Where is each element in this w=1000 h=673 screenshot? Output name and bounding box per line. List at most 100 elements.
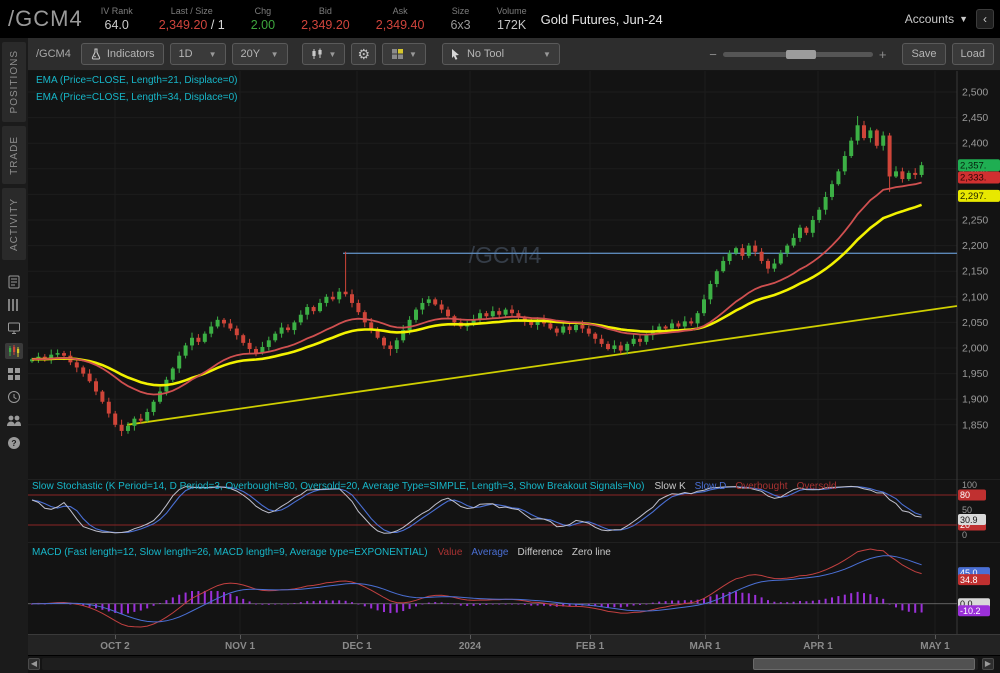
svg-text:2,400: 2,400 bbox=[962, 138, 988, 150]
instrument-description: Gold Futures, Jun-24 bbox=[541, 12, 663, 27]
quote-field-iv-rank: IV Rank64.0 bbox=[101, 6, 133, 32]
legend-overbought: Overbought bbox=[735, 481, 787, 492]
indicators-label: Indicators bbox=[107, 48, 155, 60]
svg-text:2,200: 2,200 bbox=[962, 240, 988, 252]
indicators-button[interactable]: Indicators bbox=[81, 43, 164, 65]
timeframe-value: 1D bbox=[179, 48, 193, 60]
quote-field-last-size: Last / Size2,349.20 / 1 bbox=[159, 6, 225, 32]
quote-field-label: Size bbox=[452, 6, 470, 16]
quote-field-value: 64.0 bbox=[105, 18, 129, 32]
chart-icon-active[interactable] bbox=[5, 343, 23, 359]
quote-field-ask: Ask2,349.40 bbox=[376, 6, 425, 32]
svg-text:-10.2: -10.2 bbox=[960, 606, 981, 616]
grid-layout-button[interactable]: ▼ bbox=[382, 43, 426, 65]
cursor-icon bbox=[451, 48, 461, 60]
timeframe-dropdown[interactable]: 1D ▼ bbox=[170, 43, 226, 65]
chevron-down-icon: ▼ bbox=[959, 14, 968, 24]
svg-text:1,850: 1,850 bbox=[962, 419, 988, 431]
chart-area: 2,5002,4502,4002,3502,3002,2502,2002,150… bbox=[28, 71, 1000, 673]
svg-text:100: 100 bbox=[962, 480, 977, 490]
grid-layout-icon bbox=[391, 48, 404, 60]
svg-text:?: ? bbox=[11, 438, 16, 448]
quote-field-value: 2,349.20 bbox=[301, 18, 350, 32]
scroll-right-button[interactable]: ▶ bbox=[982, 658, 994, 670]
grid-icon[interactable] bbox=[5, 366, 23, 382]
save-button[interactable]: Save bbox=[902, 43, 945, 65]
candlestick-icon bbox=[311, 48, 324, 60]
quote-fields: IV Rank64.0 Last / Size2,349.20 / 1 Chg2.0… bbox=[101, 6, 527, 32]
help-icon[interactable]: ? bbox=[5, 435, 23, 451]
time-tick bbox=[115, 635, 116, 639]
quote-field-bid: Bid 2,349.20 bbox=[301, 6, 350, 32]
collapse-panel-button[interactable]: ‹ bbox=[976, 9, 994, 29]
time-tick bbox=[240, 635, 241, 639]
time-tick-label-2024: 2024 bbox=[459, 641, 481, 652]
zoom-slider-thumb[interactable] bbox=[786, 50, 816, 59]
document-icon[interactable] bbox=[5, 274, 23, 290]
quote-bar: /GCM4 IV Rank64.0 Last / Size2,349.20 / 1… bbox=[0, 0, 1000, 38]
quote-field-label: Ask bbox=[393, 6, 408, 16]
monitor-icon[interactable] bbox=[5, 320, 23, 336]
quote-field-label: Chg bbox=[255, 6, 272, 16]
drawing-tool-dropdown[interactable]: No Tool ▼ bbox=[442, 43, 560, 65]
chart-toolbar: /GCM4 Indicators 1D ▼ 20Y ▼ ▼ ⚙ ▼ No Too… bbox=[28, 38, 1000, 71]
svg-text:2,297.: 2,297. bbox=[960, 191, 986, 202]
svg-text:2,150: 2,150 bbox=[962, 266, 988, 278]
time-tick bbox=[935, 635, 936, 639]
scroll-left-button[interactable]: ◀ bbox=[28, 658, 40, 670]
time-axis[interactable]: OCT 2NOV 1DEC 12024FEB 1MAR 1APR 1MAY 1 bbox=[28, 634, 1000, 655]
symbol-title: /GCM4 bbox=[8, 6, 83, 32]
community-icon[interactable] bbox=[5, 412, 23, 428]
watchlist-icon[interactable] bbox=[5, 297, 23, 313]
gear-icon: ⚙ bbox=[357, 46, 370, 63]
zoom-out-button[interactable]: − bbox=[709, 47, 717, 62]
load-button[interactable]: Load bbox=[952, 43, 994, 65]
sidebar-tab-trade[interactable]: TRADE bbox=[2, 126, 26, 184]
ema34-study-label[interactable]: EMA (Price=CLOSE, Length=34, Displace=0) bbox=[36, 92, 238, 103]
legend-zero-line: Zero line bbox=[572, 547, 611, 558]
chart-settings-button[interactable]: ⚙ bbox=[351, 43, 376, 65]
quote-field-label: Volume bbox=[497, 6, 527, 16]
quote-field-chg: Chg2.00 bbox=[251, 6, 275, 32]
macd-study-label: MACD (Fast length=12, Slow length=26, MA… bbox=[32, 547, 428, 558]
macd-header[interactable]: MACD (Fast length=12, Slow length=26, MA… bbox=[32, 547, 611, 558]
accounts-dropdown[interactable]: Accounts ▼ bbox=[905, 12, 968, 26]
legend-slow-k: Slow K bbox=[655, 481, 686, 492]
time-tick-label-may-1: MAY 1 bbox=[920, 641, 949, 652]
time-tick bbox=[705, 635, 706, 639]
quote-field-size: Size 6x3 bbox=[450, 6, 470, 32]
clock-icon[interactable] bbox=[5, 389, 23, 405]
svg-text:2,450: 2,450 bbox=[962, 112, 988, 124]
time-tick-label-dec-1: DEC 1 bbox=[342, 641, 371, 652]
sidebar-tab-activity[interactable]: ACTIVITY bbox=[2, 188, 26, 260]
svg-text:34.8: 34.8 bbox=[960, 575, 978, 585]
trading-platform-window: /GCM4 IV Rank64.0 Last / Size2,349.20 / 1… bbox=[0, 0, 1000, 673]
quote-field-label: Bid bbox=[319, 6, 332, 16]
time-tick-label-feb-1: FEB 1 bbox=[576, 641, 604, 652]
zoom-in-button[interactable]: + bbox=[879, 47, 887, 62]
svg-text:2,500: 2,500 bbox=[962, 87, 988, 99]
time-tick bbox=[590, 635, 591, 639]
sidebar-tab-positions[interactable]: POSITIONS bbox=[2, 42, 26, 122]
quote-field-value: 172K bbox=[497, 18, 526, 32]
quote-field-value: 6x3 bbox=[450, 18, 470, 32]
ema21-study-label[interactable]: EMA (Price=CLOSE, Length=21, Displace=0) bbox=[36, 75, 238, 86]
left-sidebar: POSITIONS TRADE ACTIVITY bbox=[0, 38, 28, 673]
time-tick-label-mar-1: MAR 1 bbox=[689, 641, 720, 652]
stochastic-study-label: Slow Stochastic (K Period=14, D Period=3… bbox=[32, 481, 645, 492]
svg-text:1,950: 1,950 bbox=[962, 368, 988, 380]
chart-type-button[interactable]: ▼ bbox=[302, 43, 346, 65]
stochastic-header[interactable]: Slow Stochastic (K Period=14, D Period=3… bbox=[32, 481, 837, 492]
svg-text:80: 80 bbox=[960, 490, 970, 500]
svg-text:2,050: 2,050 bbox=[962, 317, 988, 329]
main-price-chart[interactable]: 2,5002,4502,4002,3502,3002,2502,2002,150… bbox=[28, 71, 1000, 479]
zoom-slider[interactable] bbox=[723, 52, 873, 57]
time-tick-label-oct-2: OCT 2 bbox=[100, 641, 129, 652]
legend-value: Value bbox=[438, 547, 463, 558]
range-dropdown[interactable]: 20Y ▼ bbox=[232, 43, 288, 65]
accounts-label: Accounts bbox=[905, 12, 954, 26]
svg-text:1,900: 1,900 bbox=[962, 394, 988, 406]
scrollbar-thumb[interactable] bbox=[753, 658, 975, 670]
toolbar-symbol-label: /GCM4 bbox=[36, 48, 71, 60]
chart-scrollbar: ◀ ▶ bbox=[28, 655, 1000, 672]
